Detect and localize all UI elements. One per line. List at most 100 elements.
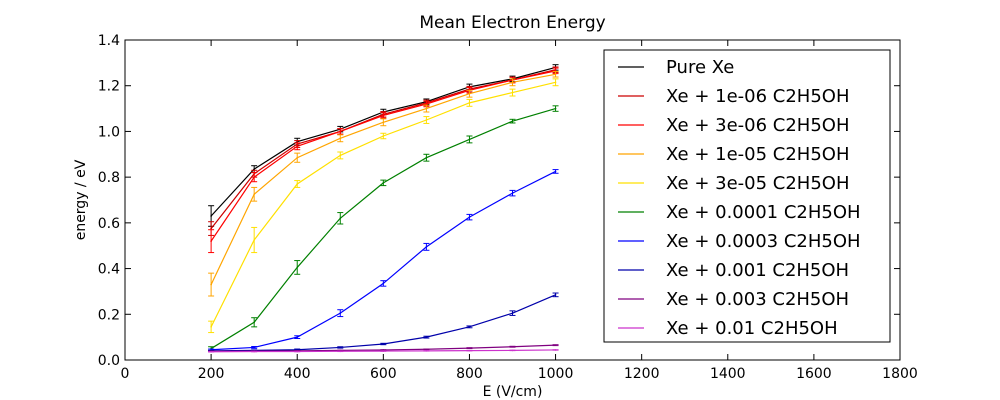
data-point xyxy=(554,294,557,296)
data-point xyxy=(339,154,342,157)
data-point xyxy=(382,343,385,345)
data-point xyxy=(210,283,212,286)
data-point xyxy=(210,227,212,230)
series-6 xyxy=(208,169,559,351)
data-point xyxy=(425,348,428,351)
data-point xyxy=(511,192,514,194)
series-4 xyxy=(208,78,559,334)
data-point xyxy=(511,312,514,314)
series-line xyxy=(210,73,556,285)
legend-label: Xe + 0.003 C2H5OH xyxy=(666,289,849,310)
data-point xyxy=(554,81,557,84)
data-point xyxy=(554,107,557,110)
data-point xyxy=(511,91,514,94)
legend-label: Pure Xe xyxy=(666,57,734,78)
legend-label: Xe + 3e-06 C2H5OH xyxy=(666,115,849,136)
data-point xyxy=(468,326,471,328)
series-0 xyxy=(208,64,559,227)
data-point xyxy=(425,336,428,338)
data-point xyxy=(382,121,385,124)
data-point xyxy=(382,135,385,137)
legend-label: Xe + 3e-05 C2H5OH xyxy=(666,173,849,194)
data-point xyxy=(554,344,557,346)
data-point xyxy=(296,336,299,338)
data-point xyxy=(382,182,385,184)
data-point xyxy=(253,176,255,178)
data-point xyxy=(296,156,299,159)
data-point xyxy=(425,156,428,159)
series-2 xyxy=(208,67,559,254)
data-point xyxy=(425,119,428,121)
data-point xyxy=(425,246,428,248)
series-1 xyxy=(208,66,559,236)
y-tick-label: 1.4 xyxy=(98,33,120,49)
y-tick-label: 0.0 xyxy=(98,353,120,369)
data-point xyxy=(296,348,299,351)
data-point xyxy=(253,239,255,241)
x-tick-label: 1600 xyxy=(796,366,832,382)
legend-label: Xe + 0.01 C2H5OH xyxy=(666,318,838,339)
x-tick-label: 0 xyxy=(121,366,130,382)
data-point xyxy=(296,145,299,148)
data-point xyxy=(511,345,514,348)
data-point xyxy=(296,350,299,353)
y-tick-label: 1.0 xyxy=(98,124,120,140)
data-point xyxy=(296,266,299,269)
data-point xyxy=(339,312,342,314)
legend-label: Xe + 0.0003 C2H5OH xyxy=(666,231,861,252)
series-5 xyxy=(208,105,559,351)
data-point xyxy=(468,102,471,104)
data-point xyxy=(253,193,255,196)
data-point xyxy=(511,349,514,352)
data-point xyxy=(468,347,471,349)
data-point xyxy=(339,137,342,140)
x-tick-label: 400 xyxy=(284,366,311,382)
data-point xyxy=(382,282,385,285)
legend-label: Xe + 1e-05 C2H5OH xyxy=(666,144,849,165)
x-tick-label: 1200 xyxy=(624,366,660,382)
data-point xyxy=(382,114,385,117)
legend-label: Xe + 0.0001 C2H5OH xyxy=(666,202,861,223)
data-point xyxy=(468,349,471,352)
data-point xyxy=(425,107,428,110)
data-point xyxy=(382,350,385,352)
plot-area xyxy=(208,64,559,353)
data-point xyxy=(339,130,342,133)
x-tick-label: 1800 xyxy=(882,366,918,382)
data-point xyxy=(253,346,255,349)
data-point xyxy=(210,240,212,242)
y-tick-label: 0.2 xyxy=(98,307,120,323)
axes-frame xyxy=(124,39,901,361)
series-line xyxy=(210,70,556,242)
data-point xyxy=(554,73,557,76)
data-point xyxy=(339,346,342,349)
data-point xyxy=(253,321,255,324)
data-point xyxy=(253,168,255,170)
series-9 xyxy=(208,349,559,353)
data-point xyxy=(210,326,212,328)
data-point xyxy=(210,350,212,353)
data-point xyxy=(511,120,514,122)
series-7 xyxy=(208,292,559,352)
y-tick-label: 0.4 xyxy=(98,262,120,278)
chart-title: Mean Electron Energy xyxy=(419,13,605,33)
series-line xyxy=(210,69,556,229)
data-point xyxy=(296,183,299,185)
series-line xyxy=(211,294,556,352)
x-tick-label: 600 xyxy=(370,366,397,382)
data-point xyxy=(210,215,212,217)
legend: Pure Xe Xe + 1e-06 C2H5OH Xe + 3e-06 C2H5O… xyxy=(603,49,891,343)
legend-label: Xe + 0.001 C2H5OH xyxy=(666,260,849,281)
data-point xyxy=(339,350,342,353)
data-point xyxy=(554,170,557,173)
data-point xyxy=(554,349,557,351)
series-line xyxy=(211,170,556,351)
x-tick-label: 1400 xyxy=(710,366,746,382)
axis-ticks: 0 200 400 600 800 1000 1200 1400 1600 1800 0.0 0.2 0… xyxy=(98,33,918,382)
data-point xyxy=(253,350,255,353)
series-3 xyxy=(208,71,559,297)
x-tick-label: 200 xyxy=(198,366,225,382)
data-point xyxy=(425,103,428,105)
x-axis-label: E (V/cm) xyxy=(483,384,543,400)
